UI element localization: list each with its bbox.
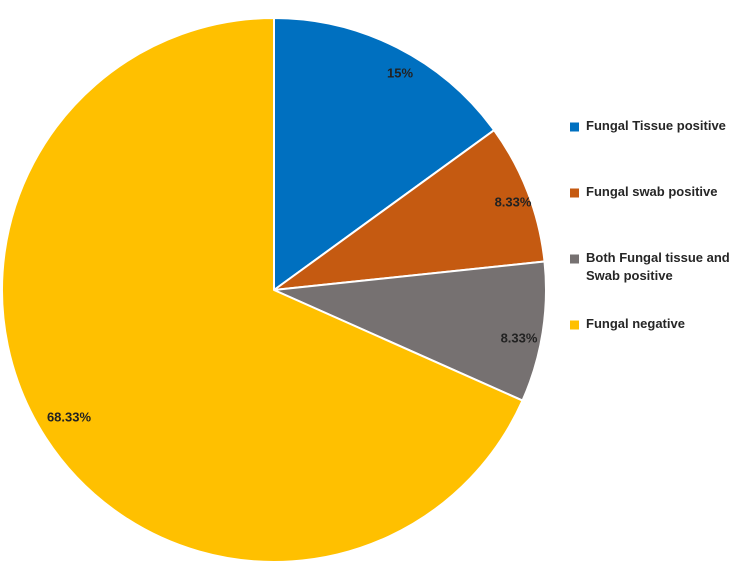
slice-data-label: 68.33% bbox=[47, 409, 92, 424]
slice-data-label: 15% bbox=[387, 65, 413, 80]
legend-swatch bbox=[570, 188, 579, 198]
legend-label: Fungal Tissue positive bbox=[586, 118, 726, 133]
pie-slice bbox=[273, 17, 496, 291]
legend-swatch bbox=[570, 320, 579, 330]
legend-item: Fungal negative bbox=[570, 316, 685, 331]
legend-label-line: Fungal negative bbox=[586, 316, 685, 331]
legend-label: Fungal swab positive bbox=[586, 184, 717, 199]
legend-item: Both Fungal tissue and Swab positive bbox=[570, 250, 730, 283]
legend-label-line: Swab positive bbox=[586, 268, 673, 283]
pie-slice bbox=[273, 129, 546, 291]
legend-label-line: Fungal swab positive bbox=[586, 184, 717, 199]
legend-item: Fungal swab positive bbox=[570, 184, 717, 199]
legend-swatch bbox=[570, 254, 579, 264]
pie-data-labels: 15% 8.33% 8.33% 68.33% bbox=[47, 65, 538, 424]
legend-label-line: Fungal Tissue positive bbox=[586, 118, 726, 133]
legend: Fungal Tissue positive Fungal swab positi… bbox=[570, 118, 730, 331]
pie-slice bbox=[1, 17, 524, 563]
legend-label-line: Both Fungal tissue and bbox=[586, 250, 730, 265]
slice-data-label: 8.33% bbox=[501, 330, 538, 345]
legend-swatch bbox=[570, 122, 579, 132]
pie-slice bbox=[273, 260, 547, 402]
slice-data-label: 8.33% bbox=[495, 194, 532, 209]
legend-item: Fungal Tissue positive bbox=[570, 118, 726, 133]
legend-label: Fungal negative bbox=[586, 316, 685, 331]
legend-label: Both Fungal tissue and Swab positive bbox=[586, 250, 730, 283]
pie-slices bbox=[1, 17, 547, 563]
